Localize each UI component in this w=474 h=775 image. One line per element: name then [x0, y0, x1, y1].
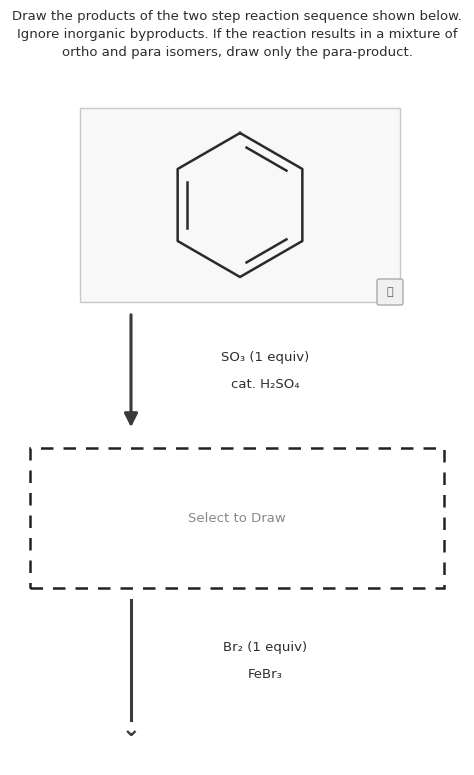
Text: Br₂ (1 equiv): Br₂ (1 equiv)	[223, 642, 307, 655]
Text: cat. H₂SO₄: cat. H₂SO₄	[231, 378, 299, 391]
Text: FeBr₃: FeBr₃	[247, 669, 283, 681]
Text: Select to Draw: Select to Draw	[188, 512, 286, 525]
Text: ⌕: ⌕	[387, 287, 393, 297]
Bar	[30, 448, 444, 588]
Text: SO₃ (1 equiv): SO₃ (1 equiv)	[221, 352, 309, 364]
Text: Ignore inorganic byproducts. If the reaction results in a mixture of: Ignore inorganic byproducts. If the reac…	[17, 28, 457, 41]
FancyBboxPatch shape	[377, 279, 403, 305]
Text: ⌄: ⌄	[122, 720, 140, 740]
Text: ortho and para isomers, draw only the para-product.: ortho and para isomers, draw only the pa…	[62, 46, 412, 59]
Bar	[80, 108, 400, 302]
Text: Draw the products of the two step reaction sequence shown below.: Draw the products of the two step reacti…	[12, 10, 462, 23]
